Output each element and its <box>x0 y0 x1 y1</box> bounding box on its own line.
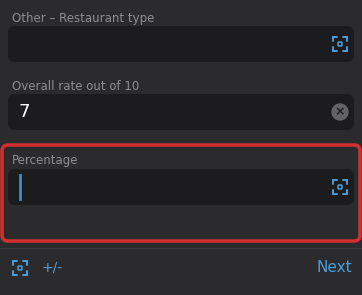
Text: +∕-: +∕- <box>41 261 63 275</box>
Text: Next: Next <box>316 260 352 276</box>
Circle shape <box>332 104 348 120</box>
FancyBboxPatch shape <box>8 169 354 205</box>
FancyBboxPatch shape <box>2 145 360 241</box>
Text: 7: 7 <box>18 103 29 121</box>
Text: Percentage: Percentage <box>12 154 79 167</box>
Text: Overall rate out of 10: Overall rate out of 10 <box>12 80 139 93</box>
FancyBboxPatch shape <box>8 26 354 62</box>
Text: Other – Restaurant type: Other – Restaurant type <box>12 12 154 25</box>
Text: ×: × <box>335 106 345 119</box>
FancyBboxPatch shape <box>8 94 354 130</box>
